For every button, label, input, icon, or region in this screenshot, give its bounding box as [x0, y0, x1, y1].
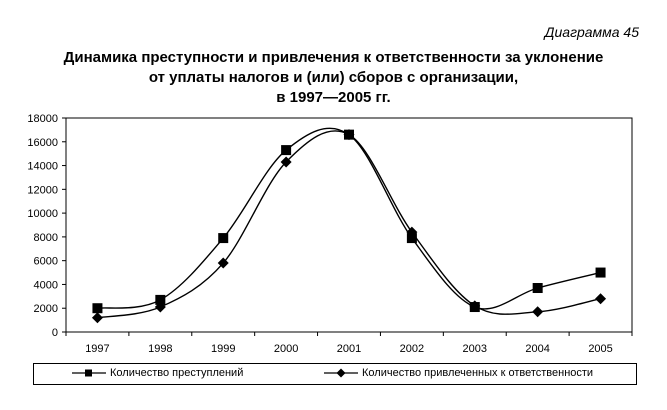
- legend-label-series-1: Количество преступлений: [110, 367, 244, 379]
- data-point-diamond: [532, 306, 544, 318]
- legend-diamond-marker-icon: [324, 368, 358, 378]
- data-point-square: [155, 294, 166, 305]
- x-tick-label: 2001: [337, 343, 361, 355]
- y-tick-label: 12000: [27, 184, 58, 196]
- y-tick-label: 14000: [27, 161, 58, 173]
- y-tick-label: 18000: [27, 113, 58, 125]
- chart-title-line-2: от уплаты налогов и (или) сборов с орган…: [148, 69, 519, 86]
- y-tick-label: 16000: [27, 137, 58, 149]
- y-tick-label: 2000: [34, 303, 58, 315]
- data-point-diamond: [154, 301, 166, 313]
- data-point-square: [92, 303, 103, 314]
- legend-item-series-2: Количество привлеченных к ответственност…: [324, 367, 593, 379]
- y-tick-label: 10000: [27, 208, 58, 220]
- y-tick-label: 0: [52, 327, 58, 339]
- data-point-square: [406, 233, 417, 244]
- data-point-diamond: [406, 226, 418, 238]
- x-tick-label: 1999: [211, 343, 235, 355]
- legend-item-series-1: Количество преступлений: [72, 367, 243, 379]
- data-point-diamond: [91, 312, 103, 324]
- legend-square-marker-icon: [72, 369, 106, 377]
- data-point-diamond: [280, 156, 292, 168]
- data-point-diamond: [469, 300, 481, 312]
- chart-title-line-3: в 1997—2005 гг.: [276, 89, 391, 106]
- x-tick-label: 2003: [463, 343, 487, 355]
- data-point-square: [218, 233, 229, 244]
- y-axis: 0 2000 4000 6000 8000 10000 12000 14000 16000 180…: [27, 113, 66, 339]
- y-tick-label: 8000: [34, 232, 58, 244]
- series-line-2: [97, 130, 601, 319]
- legend: Количество преступлений Количество привл…: [33, 363, 637, 385]
- chart-title: Динамика преступности и привлечения к от…: [0, 48, 667, 108]
- data-point-square: [595, 267, 606, 278]
- plot-area: [65, 117, 633, 333]
- data-point-square: [281, 145, 292, 156]
- legend-label-series-2: Количество привлеченных к ответственност…: [362, 367, 594, 379]
- series-group: [91, 127, 607, 324]
- y-tick-label: 6000: [34, 256, 58, 268]
- x-tick-label: 2002: [400, 343, 424, 355]
- data-point-square: [532, 283, 543, 294]
- data-point-diamond: [595, 293, 607, 305]
- x-tick-label: 1998: [148, 343, 172, 355]
- data-point-diamond: [217, 257, 229, 269]
- x-axis: 1997 1998 1999 2000 2001 2002 2003 2004 2005: [65, 332, 633, 355]
- x-tick-label: 2004: [525, 343, 549, 355]
- y-tick-label: 4000: [34, 279, 58, 291]
- x-tick-label: 2000: [274, 343, 298, 355]
- data-point-diamond: [343, 129, 355, 141]
- chart-title-line-1: Динамика преступности и привлечения к от…: [63, 49, 604, 66]
- x-tick-label: 2005: [588, 343, 612, 355]
- series-line-1: [97, 127, 601, 310]
- diagram-caption: Диаграмма 45: [544, 24, 639, 40]
- x-tick-label: 1997: [85, 343, 109, 355]
